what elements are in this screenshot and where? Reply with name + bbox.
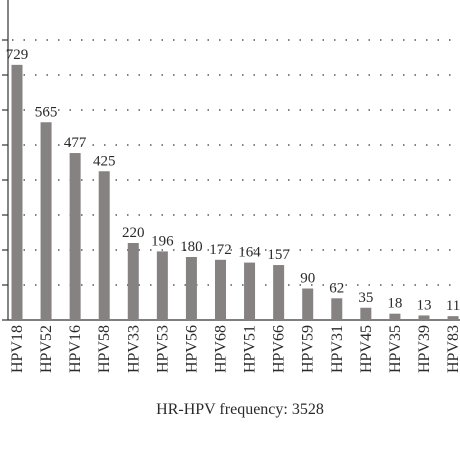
x-tick-label: HPV58 <box>96 325 113 373</box>
bar <box>214 259 226 320</box>
x-tick-label: HPV59 <box>300 325 317 373</box>
value-label: 729 <box>6 47 29 63</box>
value-label: 11 <box>446 298 460 314</box>
x-tick-label: HPV39 <box>416 325 433 373</box>
bar <box>244 262 256 320</box>
bar <box>418 315 430 320</box>
value-label: 565 <box>35 104 58 120</box>
x-tick-label: HPV53 <box>154 325 171 373</box>
bar <box>40 122 52 320</box>
x-tick-label: HPV68 <box>212 325 229 373</box>
bar <box>331 298 343 320</box>
bar <box>11 64 23 320</box>
value-label: 18 <box>387 296 402 312</box>
value-label: 220 <box>122 225 145 241</box>
bar <box>185 257 197 320</box>
x-tick-label: HPV56 <box>183 325 200 373</box>
bar <box>98 171 110 320</box>
x-tick-label: HPV35 <box>387 325 404 373</box>
value-label: 172 <box>209 242 232 258</box>
x-tick-label: HPV45 <box>358 325 375 373</box>
x-tick-label: HPV52 <box>38 325 55 373</box>
value-label: 180 <box>180 239 203 255</box>
x-tick-label: HPV83 <box>445 325 460 373</box>
value-label: 425 <box>93 153 116 169</box>
x-tick-label: HPV51 <box>242 325 259 373</box>
bar <box>360 307 372 320</box>
x-tick-label: HPV33 <box>125 325 142 373</box>
x-tick-label: HPV18 <box>9 325 26 373</box>
value-label: 35 <box>358 290 373 306</box>
x-tick-label: HPV31 <box>329 325 346 373</box>
value-label: 90 <box>300 271 315 287</box>
x-axis-title: HR-HPV frequency: 3528 <box>156 401 324 418</box>
value-label: 13 <box>416 297 431 313</box>
value-label: 477 <box>64 135 87 151</box>
bar <box>69 153 81 320</box>
bar <box>302 288 314 320</box>
value-label: 157 <box>267 247 290 263</box>
bar <box>127 243 139 320</box>
value-label: 62 <box>329 280 344 296</box>
value-label: 196 <box>151 233 174 249</box>
bar <box>156 251 168 320</box>
x-tick-label: HPV16 <box>67 325 84 373</box>
bar <box>447 316 459 320</box>
x-tick-label: HPV66 <box>271 325 288 373</box>
bar <box>273 265 285 320</box>
bar <box>389 313 401 320</box>
value-label: 164 <box>238 245 261 261</box>
